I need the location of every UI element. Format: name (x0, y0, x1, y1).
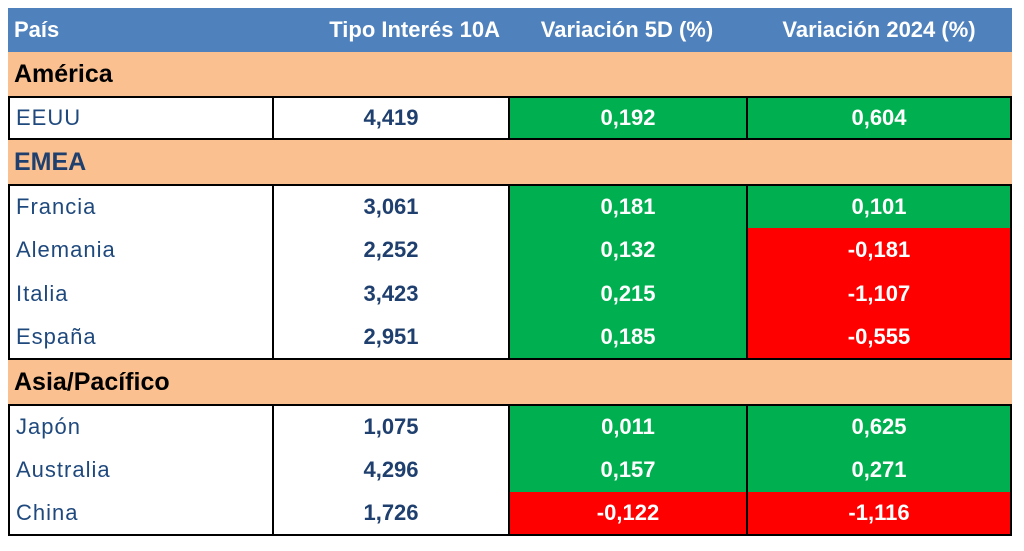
header-var2024: Variación 2024 (%) (782, 17, 976, 42)
table-row: Francia 3,061 0,181 0,101 (8, 184, 1012, 228)
cell-var5d: -0,122 (508, 492, 746, 536)
cell-country: Alemania (8, 228, 272, 272)
cell-var5d: 0,215 (508, 272, 746, 316)
cell-rate: 3,061 (272, 184, 508, 228)
cell-country: Australia (8, 448, 272, 492)
table-row: China 1,726 -0,122 -1,116 (8, 492, 1012, 536)
cell-country: Francia (8, 184, 272, 228)
table-row: España 2,951 0,185 -0,555 (8, 316, 1012, 360)
group-row: América (8, 52, 1012, 96)
table-row: Australia 4,296 0,157 0,271 (8, 448, 1012, 492)
cell-country: China (8, 492, 272, 536)
table-row: Alemania 2,252 0,132 -0,181 (8, 228, 1012, 272)
cell-rate: 4,296 (272, 448, 508, 492)
cell-country: Japón (8, 404, 272, 448)
cell-var2024: -0,181 (746, 228, 1012, 272)
cell-rate: 3,423 (272, 272, 508, 316)
cell-var5d: 0,011 (508, 404, 746, 448)
table-header: País Tipo Interés 10A Variación 5D (%) V… (8, 8, 1012, 52)
cell-var5d: 0,192 (508, 96, 746, 140)
header-country: País (14, 17, 60, 42)
cell-var5d: 0,181 (508, 184, 746, 228)
cell-var2024: -1,116 (746, 492, 1012, 536)
cell-var5d: 0,185 (508, 316, 746, 360)
cell-rate: 1,726 (272, 492, 508, 536)
cell-var5d: 0,132 (508, 228, 746, 272)
cell-var2024: 0,625 (746, 404, 1012, 448)
cell-rate: 4,419 (272, 96, 508, 140)
cell-var2024: 0,271 (746, 448, 1012, 492)
cell-var2024: -0,555 (746, 316, 1012, 360)
cell-country: Italia (8, 272, 272, 316)
cell-var2024: 0,604 (746, 96, 1012, 140)
cell-var2024: 0,101 (746, 184, 1012, 228)
cell-var2024: -1,107 (746, 272, 1012, 316)
cell-rate: 2,252 (272, 228, 508, 272)
cell-var5d: 0,157 (508, 448, 746, 492)
cell-rate: 1,075 (272, 404, 508, 448)
table-row: EEUU 4,419 0,192 0,604 (8, 96, 1012, 140)
group-row: Asia/Pacífico (8, 360, 1012, 404)
bond-yield-table: País Tipo Interés 10A Variación 5D (%) V… (8, 8, 1012, 536)
cell-country: EEUU (8, 96, 272, 140)
header-var5d: Variación 5D (%) (540, 17, 714, 42)
cell-rate: 2,951 (272, 316, 508, 360)
cell-country: España (8, 316, 272, 360)
table-row: Japón 1,075 0,011 0,625 (8, 404, 1012, 448)
header-rate: Tipo Interés 10A (329, 17, 500, 42)
group-row: EMEA (8, 140, 1012, 184)
table-row: Italia 3,423 0,215 -1,107 (8, 272, 1012, 316)
